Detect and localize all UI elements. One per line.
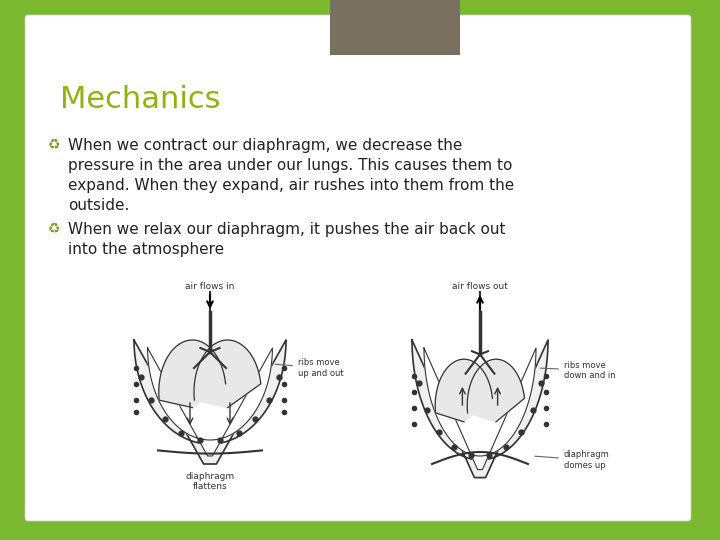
Text: air flows in: air flows in [185,282,235,292]
Polygon shape [424,348,536,470]
Text: When we contract our diaphragm, we decrease the: When we contract our diaphragm, we decre… [68,138,462,153]
Text: Mechanics: Mechanics [60,85,220,114]
Text: ribs move
up and out: ribs move up and out [275,359,343,377]
Text: diaphragm
flattens: diaphragm flattens [186,472,235,491]
Text: outside.: outside. [68,198,130,213]
Polygon shape [467,359,524,422]
Bar [330,0,460,55]
Text: ♻: ♻ [48,138,60,152]
Polygon shape [159,340,225,408]
Text: air flows out: air flows out [452,282,508,292]
Polygon shape [435,359,492,422]
Text: expand. When they expand, air rushes into them from the: expand. When they expand, air rushes int… [68,178,514,193]
Polygon shape [194,340,261,408]
Polygon shape [412,340,548,477]
Text: ribs move
down and in: ribs move down and in [541,361,616,380]
Polygon shape [148,348,272,456]
Text: diaphragm
domes up: diaphragm domes up [535,450,610,470]
FancyBboxPatch shape [25,15,691,521]
Text: into the atmosphere: into the atmosphere [68,242,224,257]
Polygon shape [134,340,286,464]
Text: When we relax our diaphragm, it pushes the air back out: When we relax our diaphragm, it pushes t… [68,222,505,237]
Text: pressure in the area under our lungs. This causes them to: pressure in the area under our lungs. Th… [68,158,513,173]
Text: ♻: ♻ [48,222,60,236]
